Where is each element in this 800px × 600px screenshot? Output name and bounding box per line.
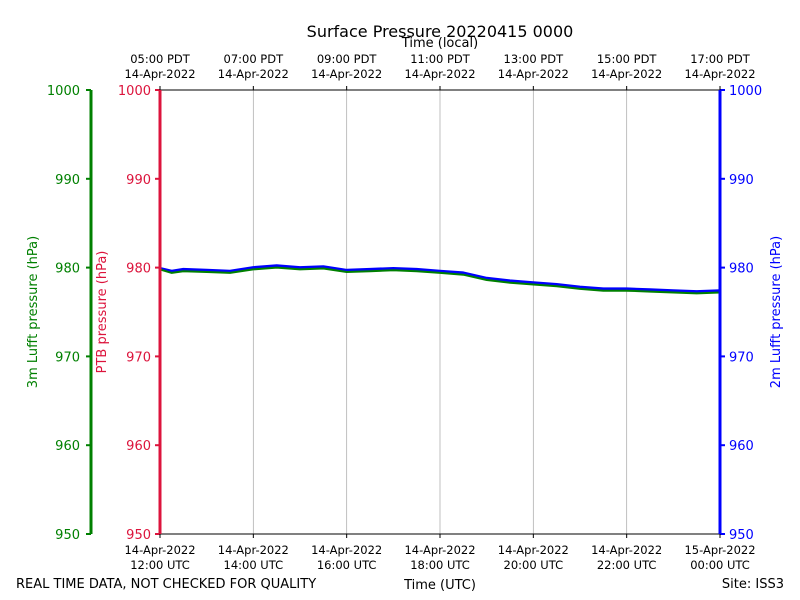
xtick-label-bottom-date: 14-Apr-2022 xyxy=(404,543,475,557)
xtick-label-bottom-date: 14-Apr-2022 xyxy=(311,543,382,557)
ytick-label-ptb: 970 xyxy=(126,350,151,365)
y-ticks: 950 950 950 960 960 960 970 970 970 980 980 980 990 9… xyxy=(47,84,762,543)
xtick-label-bottom-date: 14-Apr-2022 xyxy=(124,543,195,557)
xtick-label-top-time: 05:00 PDT xyxy=(130,52,191,66)
ytick-label-lufft-2m: 950 xyxy=(729,528,754,543)
xtick-label-bottom-time: 20:00 UTC xyxy=(504,558,564,572)
xtick-label-bottom-time: 12:00 UTC xyxy=(130,558,190,572)
xtick-label-top-time: 07:00 PDT xyxy=(224,52,285,66)
xtick-label-top-time: 11:00 PDT xyxy=(410,52,471,66)
ytick-label-lufft-3m: 960 xyxy=(55,439,80,454)
series-line-2m-lufft-pressure xyxy=(159,264,721,294)
ytick-label-lufft-2m: 990 xyxy=(729,173,754,188)
xtick-label-top-date: 14-Apr-2022 xyxy=(684,67,755,81)
xtick-label-top-date: 14-Apr-2022 xyxy=(218,67,289,81)
xtick-label-top-time: 13:00 PDT xyxy=(504,52,565,66)
ytick-label-ptb: 950 xyxy=(126,528,151,543)
bottom-axis-label: Time (UTC) xyxy=(403,578,476,593)
xtick-label-bottom-date: 14-Apr-2022 xyxy=(218,543,289,557)
ytick-label-ptb: 980 xyxy=(126,262,151,277)
lufft-3m-axis-label: 3m Lufft pressure (hPa) xyxy=(26,236,41,388)
ytick-label-ptb: 960 xyxy=(126,439,151,454)
xtick-label-bottom-time: 00:00 UTC xyxy=(690,558,750,572)
xtick-label-bottom-time: 14:00 UTC xyxy=(224,558,284,572)
xtick-label-bottom-date: 14-Apr-2022 xyxy=(498,543,569,557)
ytick-label-lufft-3m: 950 xyxy=(55,528,80,543)
xtick-label-top-time: 09:00 PDT xyxy=(317,52,378,66)
ytick-label-lufft-2m: 1000 xyxy=(729,84,762,99)
ytick-label-ptb: 1000 xyxy=(118,84,151,99)
ytick-label-lufft-2m: 980 xyxy=(729,262,754,277)
series-line-3m-lufft-pressure xyxy=(159,266,721,295)
site-label: Site: ISS3 xyxy=(722,577,784,592)
xtick-label-top-date: 14-Apr-2022 xyxy=(498,67,569,81)
xtick-label-bottom-time: 16:00 UTC xyxy=(317,558,377,572)
xtick-label-bottom-time: 18:00 UTC xyxy=(410,558,470,572)
xtick-label-top-time: 15:00 PDT xyxy=(597,52,658,66)
ytick-label-lufft-2m: 970 xyxy=(729,350,754,365)
xtick-label-top-date: 14-Apr-2022 xyxy=(591,67,662,81)
ptb-axis-label: PTB pressure (hPa) xyxy=(95,251,110,374)
xtick-label-top-time: 17:00 PDT xyxy=(690,52,751,66)
ytick-label-lufft-2m: 960 xyxy=(729,439,754,454)
top-axis-label: Time (local) xyxy=(401,36,478,51)
gridlines xyxy=(252,90,628,534)
ytick-label-lufft-3m: 980 xyxy=(55,262,80,277)
series-group xyxy=(159,264,721,295)
ytick-label-lufft-3m: 990 xyxy=(55,173,80,188)
ytick-label-lufft-3m: 970 xyxy=(55,350,80,365)
ytick-label-ptb: 990 xyxy=(126,173,151,188)
quality-disclaimer: REAL TIME DATA, NOT CHECKED FOR QUALITY xyxy=(16,577,316,592)
ytick-label-lufft-3m: 1000 xyxy=(47,84,80,99)
xtick-label-bottom-time: 22:00 UTC xyxy=(597,558,657,572)
xtick-label-top-date: 14-Apr-2022 xyxy=(124,67,195,81)
xtick-label-bottom-date: 15-Apr-2022 xyxy=(684,543,755,557)
xtick-label-bottom-date: 14-Apr-2022 xyxy=(591,543,662,557)
lufft-2m-axis-label: 2m Lufft pressure (hPa) xyxy=(769,236,784,388)
xtick-label-top-date: 14-Apr-2022 xyxy=(311,67,382,81)
chart-title: Surface Pressure 20220415 0000 xyxy=(307,22,574,41)
xtick-label-top-date: 14-Apr-2022 xyxy=(404,67,475,81)
